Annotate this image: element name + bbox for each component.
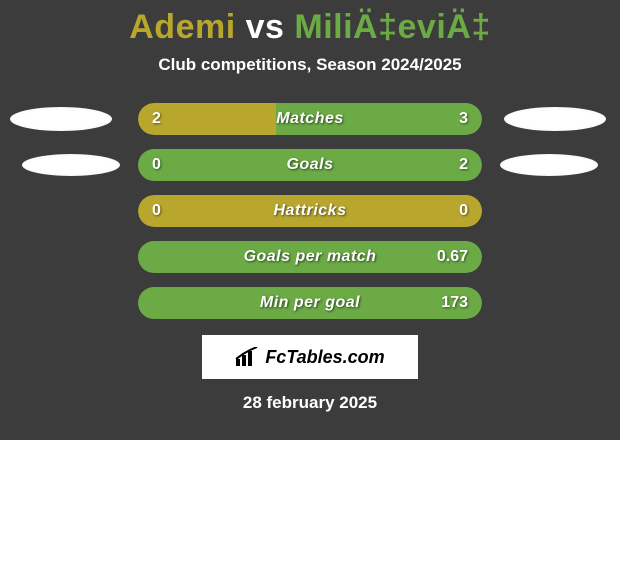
stat-label: Goals	[138, 149, 482, 181]
date: 28 february 2025	[0, 393, 620, 413]
stat-bar: 02Goals	[138, 149, 482, 181]
logo-text: FcTables.com	[265, 347, 384, 368]
comparison-card: Ademi vs MiliÄ‡eviÄ‡ Club competitions, …	[0, 0, 620, 440]
stat-row: 00Hattricks	[0, 195, 620, 227]
stat-row: 02Goals	[0, 149, 620, 181]
player2-badge	[500, 154, 598, 176]
player1-badge	[10, 107, 112, 131]
stat-rows: 23Matches 02Goals 00Hattricks 0.67Goals per…	[0, 103, 620, 319]
chart-icon	[235, 347, 259, 367]
title-vs: vs	[246, 8, 295, 46]
stat-row: 173Min per goal	[0, 287, 620, 319]
logo: FcTables.com	[202, 335, 418, 379]
stat-bar: 173Min per goal	[138, 287, 482, 319]
stat-bar: 00Hattricks	[138, 195, 482, 227]
stat-label: Hattricks	[138, 195, 482, 227]
stat-label: Min per goal	[138, 287, 482, 319]
stat-label: Goals per match	[138, 241, 482, 273]
stat-bar: 0.67Goals per match	[138, 241, 482, 273]
stat-row: 23Matches	[0, 103, 620, 135]
stat-label: Matches	[138, 103, 482, 135]
stat-bar: 23Matches	[138, 103, 482, 135]
player1-badge	[22, 154, 120, 176]
title: Ademi vs MiliÄ‡eviÄ‡	[0, 8, 620, 47]
stat-row: 0.67Goals per match	[0, 241, 620, 273]
player2-badge	[504, 107, 606, 131]
player2-name: MiliÄ‡eviÄ‡	[294, 8, 490, 46]
subtitle: Club competitions, Season 2024/2025	[0, 55, 620, 75]
player1-name: Ademi	[129, 8, 235, 46]
